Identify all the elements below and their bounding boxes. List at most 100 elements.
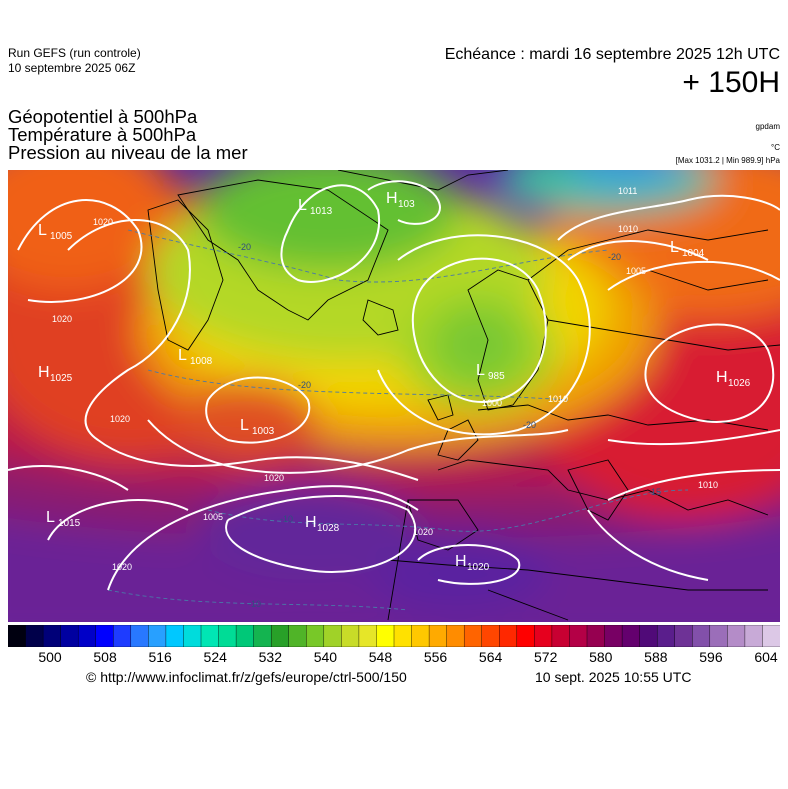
temperature-value-labels: -20 -20 -20 -20 -10 -10 -15 [238, 242, 661, 609]
temperature-label: -20 [298, 380, 311, 390]
center-pressure-value: 1008 [190, 356, 213, 367]
color-scale-swatch [762, 625, 780, 647]
low-pressure-center: L 1015 [46, 509, 81, 529]
color-scale-tick-label: 556 [423, 649, 448, 665]
high-pressure-center: H 1028 [305, 514, 340, 534]
color-scale-swatch [253, 625, 272, 647]
color-scale-tick-label: 548 [368, 649, 393, 665]
isobar-label: 1020 [112, 562, 132, 572]
temperature-label: -15 [648, 487, 661, 497]
source-url: © http://www.infoclimat.fr/z/gefs/europe… [86, 669, 407, 685]
center-type-letter: H [386, 190, 398, 207]
isobar-label: 1011 [618, 186, 637, 196]
color-scale-swatch [692, 625, 711, 647]
center-type-letter: L [670, 239, 679, 256]
center-pressure-value: 1020 [467, 562, 490, 573]
color-scale-swatch [446, 625, 465, 647]
isobar-label: 1005 [626, 266, 646, 276]
center-pressure-value: 1013 [310, 206, 333, 217]
color-scale-tick-label: 596 [699, 649, 723, 665]
color-scale-swatch [95, 625, 114, 647]
temperature-label: -10 [280, 514, 293, 524]
high-pressure-center: H 1020 [455, 553, 490, 573]
color-scale-swatch [621, 625, 641, 647]
color-scale-swatch [165, 625, 185, 647]
color-scale-swatch [744, 625, 764, 647]
weather-map: 1020 1020 1020 1020 1020 1020 1000 1010 … [8, 170, 780, 622]
high-pressure-center: H 1025 [38, 364, 73, 384]
low-pressure-center: L 1013 [298, 197, 333, 217]
center-pressure-value: 1004 [682, 248, 705, 259]
color-scale-swatch [727, 625, 746, 647]
color-scale-tick-label: 564 [478, 649, 503, 665]
color-scale-tick-label: 516 [148, 649, 172, 665]
isobar-label: 1010 [548, 394, 568, 404]
color-scale-swatch [183, 625, 202, 647]
color-scale-swatch [463, 625, 483, 647]
color-scale-swatch [481, 625, 500, 647]
color-scale-swatch [499, 625, 518, 647]
color-scale-swatch [393, 625, 413, 647]
color-scale-swatch [218, 625, 237, 647]
color-scale-swatch [288, 625, 307, 647]
forecast-valid-time: Echéance : mardi 16 septembre 2025 12h U… [444, 46, 780, 63]
color-scale-swatch [358, 625, 378, 647]
color-scale-swatch [235, 625, 255, 647]
center-type-letter: L [38, 222, 47, 239]
param-temperature: Température à 500hPa [8, 124, 197, 145]
coastlines [147, 170, 780, 621]
isobar-value-labels: 1020 1020 1020 1020 1020 1020 1000 1010 … [52, 186, 718, 572]
run-date: 10 septembre 2025 06Z [8, 61, 136, 75]
color-scale-swatch [376, 625, 395, 647]
color-scale-swatch [8, 625, 27, 647]
isobar-label: 1020 [110, 414, 130, 424]
generation-timestamp: 10 sept. 2025 10:55 UTC [535, 669, 692, 685]
color-scale-swatch [270, 625, 290, 647]
color-scale-bar [8, 625, 780, 647]
center-type-letter: L [298, 197, 307, 214]
isobar-label: 1020 [264, 473, 284, 483]
color-scale-tick-label: 500 [38, 649, 62, 665]
color-scale-swatch [25, 625, 44, 647]
color-scale-swatch [306, 625, 325, 647]
color-scale-swatch [656, 625, 676, 647]
center-type-letter: L [240, 417, 249, 434]
parameter-list: Géopotentiel à 500hPa Température à 500h… [8, 107, 248, 162]
low-pressure-center: L 985 [476, 362, 505, 382]
temperature-label: -20 [238, 242, 251, 252]
low-pressure-center: L 1008 [178, 347, 213, 367]
color-scale-swatch [534, 625, 553, 647]
color-scale-tick-label: 524 [203, 649, 227, 665]
color-scale-swatch [77, 625, 97, 647]
low-pressure-center: L 1005 [38, 222, 73, 242]
low-pressure-center: L 1003 [240, 417, 275, 437]
color-scale-swatch [551, 625, 571, 647]
center-pressure-value: 1015 [58, 518, 81, 529]
isobar-label: 1020 [413, 527, 433, 537]
color-scale-tick-label: 580 [589, 649, 613, 665]
low-pressure-center: L 1004 [670, 239, 705, 259]
center-type-letter: H [716, 369, 728, 386]
color-scale-swatch [113, 625, 132, 647]
isobar-label: 1020 [93, 217, 113, 227]
color-scale-tick-label: 604 [754, 649, 778, 665]
color-scale-swatch [639, 625, 658, 647]
center-type-letter: H [305, 514, 317, 531]
color-scale-swatch [586, 625, 606, 647]
color-scale-swatch [341, 625, 360, 647]
center-pressure-value: 103 [398, 199, 415, 210]
color-scale-swatch [569, 625, 588, 647]
color-scale-swatch [148, 625, 167, 647]
color-scale-tick-label: 588 [644, 649, 668, 665]
color-scale-tick-label: 532 [258, 649, 282, 665]
center-pressure-value: 1005 [50, 231, 73, 242]
center-pressure-value: 1028 [317, 523, 340, 534]
color-scale-tick-label: 540 [313, 649, 338, 665]
center-pressure-value: 1003 [252, 426, 275, 437]
high-pressure-center: H 1026 [716, 369, 751, 389]
color-scale-tick-label: 508 [93, 649, 117, 665]
unit-temperature: °C [771, 143, 780, 152]
center-pressure-value: 1025 [50, 373, 73, 384]
run-info: Run GEFS (run controle) 10 septembre 202… [8, 46, 141, 76]
